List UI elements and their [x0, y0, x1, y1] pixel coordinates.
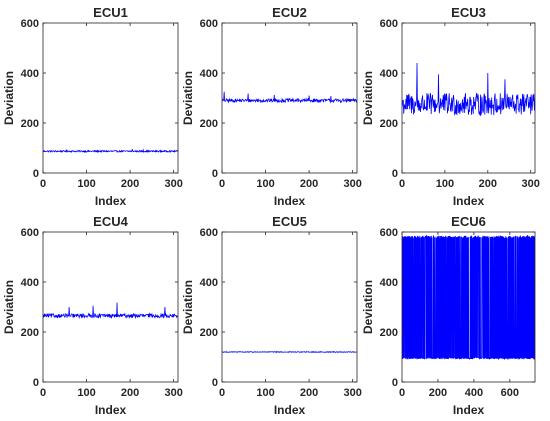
axes-box: [42, 22, 179, 174]
x-tick-label: 200: [300, 178, 318, 190]
x-tick-label: 300: [522, 178, 540, 190]
x-tick-label: 0: [40, 178, 46, 190]
panel-3: 0 100 200 300 0 200 400 600 ECU3 Index Deviation: [361, 5, 540, 208]
axes-box: [221, 22, 358, 174]
panel-title: ECU4: [93, 214, 128, 229]
y-axis-label: Deviation: [361, 71, 375, 125]
panel-1: 0 100 200 300 0 200 400 600 ECU1 Index Deviation: [2, 5, 183, 208]
x-tick-label: 300: [164, 178, 182, 190]
y-axis-label: Deviation: [2, 71, 16, 125]
y-tick-label: 0: [33, 377, 39, 389]
y-axis-label: Deviation: [361, 280, 375, 334]
axes-box: [401, 231, 536, 383]
x-tick-label: 0: [219, 387, 225, 399]
y-tick-label: 200: [21, 327, 39, 339]
y-tick-label: 600: [200, 227, 218, 239]
x-axis-label: Index: [453, 403, 485, 417]
y-tick-label: 600: [380, 227, 398, 239]
x-axis-label: Index: [95, 194, 127, 208]
y-tick-label: 400: [380, 68, 398, 80]
panel-4: 0 100 200 300 0 200 400 600 ECU4 Index Deviation: [2, 214, 183, 417]
y-tick-label: 0: [392, 377, 398, 389]
y-tick-label: 400: [380, 277, 398, 289]
axes-box: [42, 231, 179, 383]
x-tick-label: 0: [399, 178, 405, 190]
y-tick-label: 200: [200, 327, 218, 339]
x-tick-label: 0: [399, 387, 405, 399]
x-tick-label: 100: [436, 178, 454, 190]
panel-2: 0 100 200 300 0 200 400 600 ECU2 Index Deviation: [181, 5, 362, 208]
y-axis-label: Deviation: [181, 280, 195, 334]
y-tick-label: 0: [212, 377, 218, 389]
x-tick-label: 300: [164, 387, 182, 399]
y-tick-label: 200: [200, 118, 218, 130]
y-tick-label: 0: [212, 168, 218, 180]
data-line: [222, 350, 357, 354]
y-tick-label: 200: [380, 327, 398, 339]
x-tick-label: 200: [429, 387, 447, 399]
data-line: [43, 148, 178, 154]
panel-title: ECU2: [272, 5, 307, 20]
x-tick-label: 600: [501, 387, 519, 399]
x-tick-label: 300: [343, 178, 361, 190]
x-tick-label: 100: [77, 178, 95, 190]
y-tick-label: 600: [200, 18, 218, 30]
data-line: [222, 91, 357, 104]
x-axis-label: Index: [274, 403, 306, 417]
panel-title: ECU6: [451, 214, 486, 229]
y-tick-label: 600: [380, 18, 398, 30]
data-line: [402, 234, 535, 361]
y-tick-label: 600: [21, 227, 39, 239]
y-tick-label: 200: [21, 118, 39, 130]
y-tick-label: 400: [21, 277, 39, 289]
x-tick-label: 200: [121, 178, 139, 190]
y-tick-label: 400: [21, 68, 39, 80]
x-tick-label: 0: [40, 387, 46, 399]
axes-box: [221, 231, 358, 383]
panel-5: 0 100 200 300 0 200 400 600 ECU5 Index Deviation: [181, 214, 362, 417]
x-axis-label: Index: [274, 194, 306, 208]
x-tick-label: 200: [300, 387, 318, 399]
axes-box: [401, 22, 536, 174]
panel-title: ECU3: [451, 5, 486, 20]
x-tick-label: 300: [343, 387, 361, 399]
y-tick-label: 200: [380, 118, 398, 130]
panel-6: 0 200 400 600 0 200 400 600 ECU6 Index Deviation: [361, 214, 536, 417]
x-axis-label: Index: [453, 194, 485, 208]
x-tick-label: 400: [465, 387, 483, 399]
x-tick-label: 0: [219, 178, 225, 190]
y-axis-label: Deviation: [181, 71, 195, 125]
x-tick-label: 100: [256, 387, 274, 399]
y-tick-label: 400: [200, 277, 218, 289]
panel-title: ECU1: [93, 5, 128, 20]
x-tick-label: 100: [77, 387, 95, 399]
data-line: [402, 62, 535, 117]
x-tick-label: 200: [479, 178, 497, 190]
y-axis-label: Deviation: [2, 280, 16, 334]
y-tick-label: 0: [392, 168, 398, 180]
y-tick-label: 400: [200, 68, 218, 80]
data-line: [43, 302, 178, 320]
y-tick-label: 0: [33, 168, 39, 180]
y-tick-label: 600: [21, 18, 39, 30]
x-axis-label: Index: [95, 403, 127, 417]
panel-title: ECU5: [272, 214, 307, 229]
x-tick-label: 100: [256, 178, 274, 190]
x-tick-label: 200: [121, 387, 139, 399]
